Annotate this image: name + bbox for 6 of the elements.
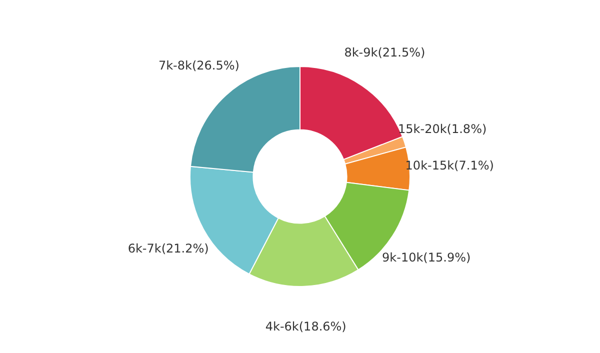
- slice-label: 9k-10k(15.9%): [382, 250, 471, 264]
- slice-label: 6k-7k(21.2%): [128, 241, 209, 256]
- slice-label: 7k-8k(26.5%): [158, 58, 240, 73]
- slice-label: 4k-6k(18.6%): [265, 319, 346, 334]
- slice-label: 8k-9k(21.5%): [344, 46, 426, 60]
- slice-label: 15k-20k(1.8%): [398, 122, 487, 136]
